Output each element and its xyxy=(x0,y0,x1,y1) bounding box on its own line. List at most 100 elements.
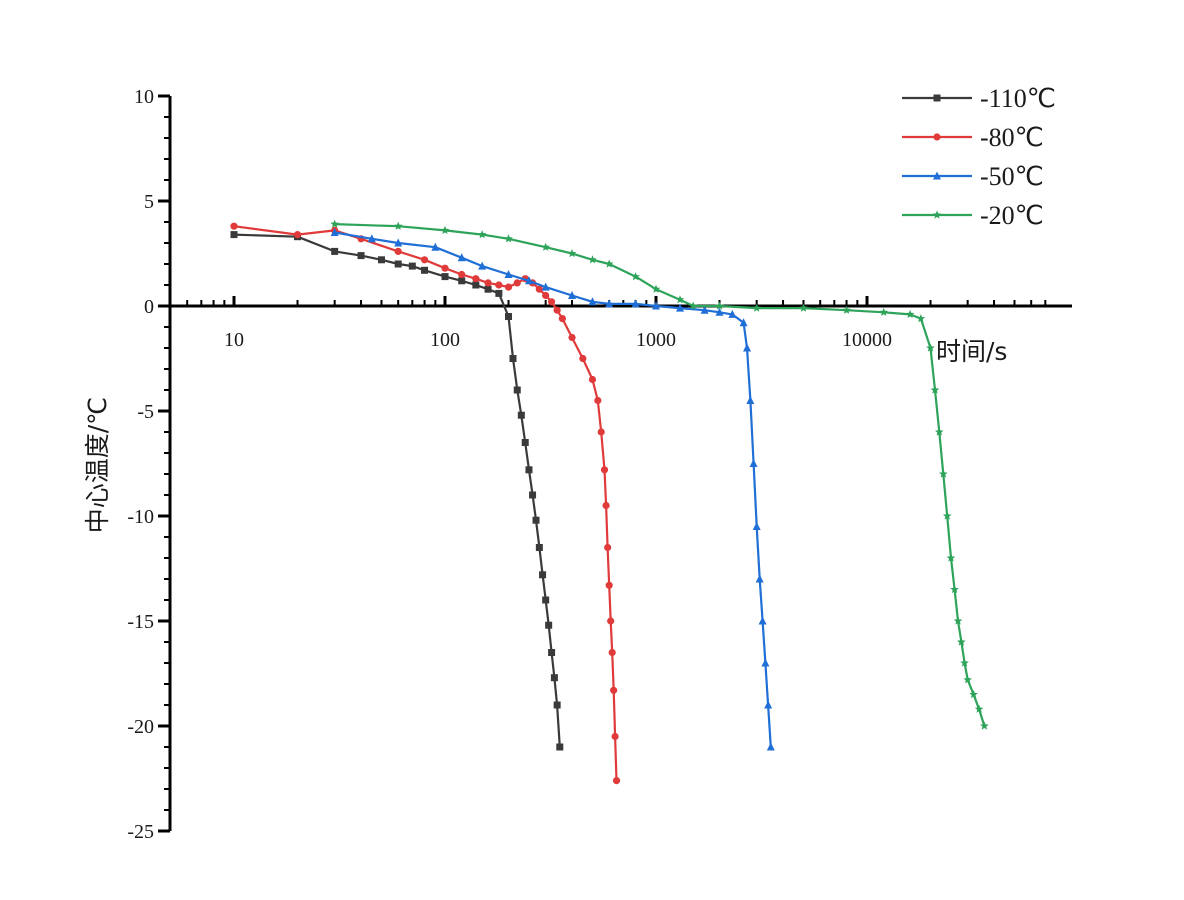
data-point xyxy=(960,658,969,667)
data-point xyxy=(604,543,612,552)
data-point xyxy=(457,253,466,262)
data-point xyxy=(932,210,942,219)
data-point xyxy=(579,354,587,363)
data-point xyxy=(330,219,339,228)
data-point xyxy=(394,238,403,247)
series-0 xyxy=(230,231,564,751)
y-tick-label: -25 xyxy=(127,821,154,843)
data-point xyxy=(568,291,577,299)
data-point xyxy=(377,256,385,264)
data-point xyxy=(588,297,597,306)
data-point xyxy=(916,314,926,323)
data-point xyxy=(652,301,660,310)
data-point xyxy=(676,303,685,312)
data-point xyxy=(631,272,640,281)
data-point xyxy=(484,285,492,293)
data-point xyxy=(553,701,561,709)
data-point xyxy=(478,261,487,270)
data-point xyxy=(930,385,940,394)
data-point xyxy=(529,491,537,499)
data-point xyxy=(879,307,888,316)
data-point xyxy=(517,411,525,419)
data-point xyxy=(558,315,566,323)
data-point xyxy=(420,256,429,264)
data-point xyxy=(431,242,440,251)
data-point xyxy=(764,700,773,709)
data-point xyxy=(746,396,755,404)
data-point xyxy=(588,375,597,384)
data-point xyxy=(394,260,402,268)
data-point xyxy=(458,270,466,279)
y-tick-label: 10 xyxy=(134,86,154,108)
data-point xyxy=(675,295,685,304)
data-point xyxy=(608,648,616,657)
legend-item: -50℃ xyxy=(902,162,1044,191)
data-point xyxy=(541,242,550,251)
data-point xyxy=(933,171,941,180)
data-point xyxy=(974,704,984,713)
data-point xyxy=(535,285,543,293)
series-line xyxy=(334,223,986,727)
data-point xyxy=(926,343,935,352)
data-point xyxy=(755,574,764,583)
data-point xyxy=(513,279,521,287)
data-point xyxy=(441,264,449,272)
data-point xyxy=(357,252,365,260)
y-tick-label: 5 xyxy=(144,191,154,213)
series-line xyxy=(233,233,561,748)
data-point xyxy=(752,303,761,312)
series-3 xyxy=(330,219,989,730)
data-point xyxy=(933,94,941,102)
data-point xyxy=(588,255,597,264)
legend-label: -80℃ xyxy=(980,123,1044,152)
series-line xyxy=(334,231,772,748)
data-point xyxy=(532,516,540,524)
data-point xyxy=(230,231,238,239)
data-point xyxy=(604,259,614,268)
x-ticks: 10 100 1000 10000 xyxy=(169,296,1047,351)
data-point xyxy=(594,396,602,405)
data-point xyxy=(504,234,513,243)
data-point xyxy=(905,309,915,318)
data-point xyxy=(752,522,761,530)
data-point xyxy=(539,571,547,579)
data-point xyxy=(605,299,614,308)
data-point xyxy=(980,721,989,730)
data-point xyxy=(749,459,758,467)
data-point xyxy=(495,281,503,289)
data-point xyxy=(605,581,613,589)
y-tick-label: 0 xyxy=(144,296,154,318)
data-point xyxy=(293,231,302,239)
y-ticks: 10 5 0 -5 -10 -15 -20 -25 xyxy=(127,86,170,843)
y-tick-label: -10 xyxy=(127,506,154,528)
data-point xyxy=(761,658,770,667)
data-point xyxy=(505,313,513,320)
data-point xyxy=(946,553,956,562)
data-point xyxy=(394,247,402,255)
data-point xyxy=(799,303,808,312)
data-point xyxy=(548,649,556,656)
data-point xyxy=(766,742,775,751)
data-point xyxy=(743,343,752,352)
data-point xyxy=(568,333,576,342)
y-axis-title: 中心温度/℃ xyxy=(83,397,112,534)
data-point xyxy=(484,279,492,287)
data-point xyxy=(408,262,416,270)
data-point xyxy=(495,289,503,297)
x-tick-label: 1000 xyxy=(636,329,676,351)
data-point xyxy=(600,466,609,474)
data-point xyxy=(553,306,561,314)
data-point xyxy=(504,283,513,291)
data-point xyxy=(969,690,978,699)
data-point xyxy=(331,247,339,255)
data-point xyxy=(688,301,698,310)
data-point xyxy=(542,596,550,604)
series-layer xyxy=(230,219,989,785)
data-point xyxy=(631,299,640,308)
legend-item: -110℃ xyxy=(902,84,1056,113)
data-point xyxy=(330,228,339,236)
y-tick-label: -20 xyxy=(127,716,154,738)
data-point xyxy=(739,318,748,327)
x-tick-label: 100 xyxy=(430,329,460,351)
data-point xyxy=(963,675,972,684)
